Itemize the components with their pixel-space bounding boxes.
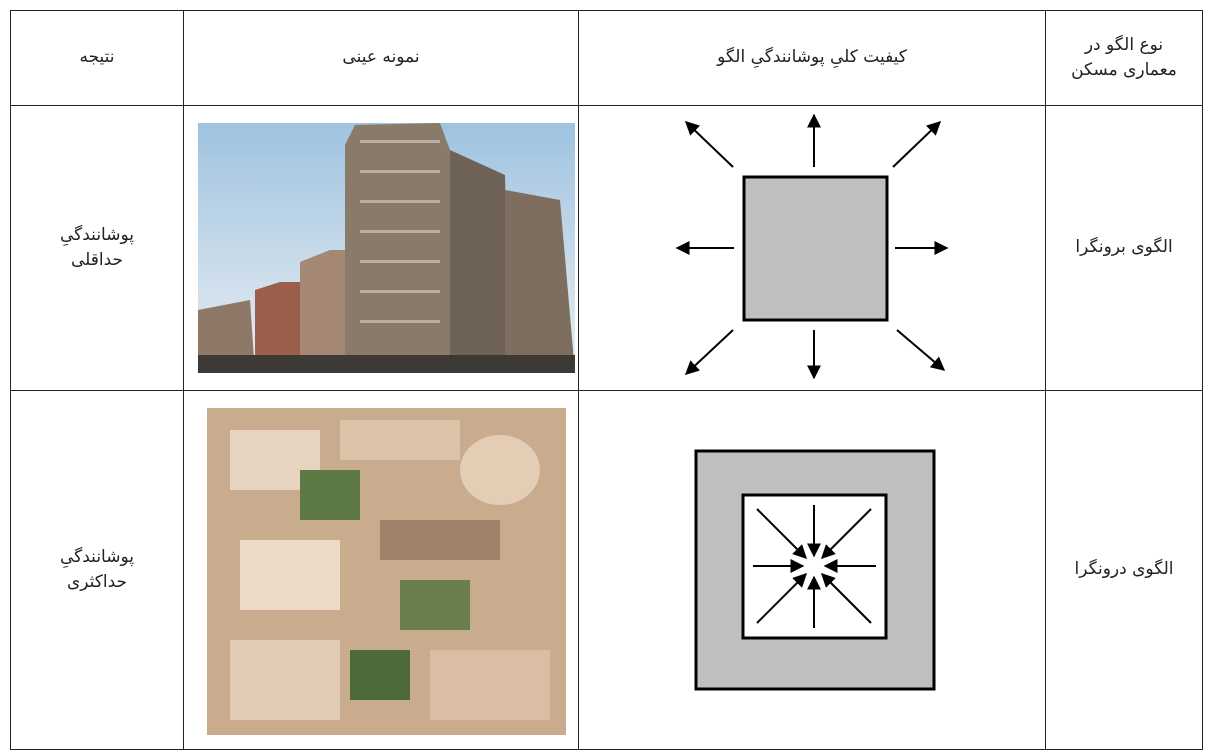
inward-diagram — [694, 449, 936, 691]
building-photo — [198, 123, 575, 373]
outward-diagram — [675, 113, 949, 380]
courtyard-photo — [207, 408, 566, 735]
